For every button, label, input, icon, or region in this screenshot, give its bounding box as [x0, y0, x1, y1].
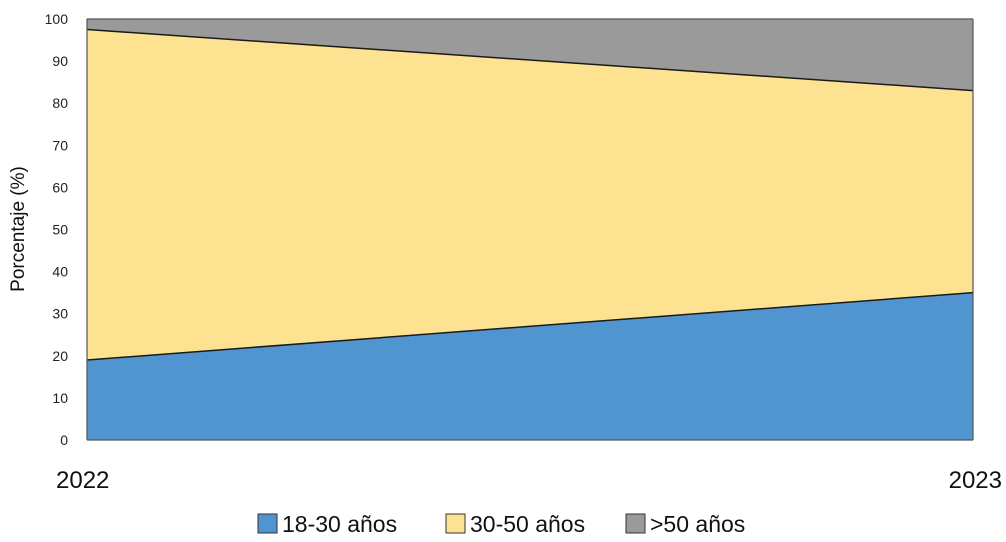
y-tick-label: 90 [52, 53, 68, 69]
area-series-50-a-os [87, 19, 973, 91]
y-axis-title: Porcentaje (%) [8, 166, 29, 292]
area-series-30-50-a-os [87, 29, 973, 361]
x-tick-label: 2023 [949, 467, 1002, 494]
legend-item: 30-50 años [445, 511, 585, 537]
legend-swatch [625, 513, 646, 534]
y-tick-label: 0 [60, 432, 68, 448]
x-tick-labels: 2022 2023 [56, 467, 1002, 494]
legend-swatch [257, 513, 278, 534]
legend-item: >50 años [625, 511, 745, 537]
y-tick-label: 50 [52, 222, 68, 238]
y-tick-label: 100 [45, 11, 69, 27]
legend-label: 18-30 años [282, 511, 397, 537]
area-layer [87, 19, 973, 440]
legend-label: 30-50 años [470, 511, 585, 537]
x-tick-label: 2022 [56, 467, 109, 494]
y-tick-label: 80 [52, 95, 68, 111]
y-tick-label: 70 [52, 137, 68, 153]
boundary-line-layer [86, 28, 974, 361]
y-tick-label: 20 [52, 348, 68, 364]
y-tick-label: 30 [52, 306, 68, 322]
legend-label: >50 años [650, 511, 745, 537]
y-tick-label: 40 [52, 264, 68, 280]
series-boundary-line [86, 291, 974, 361]
legend: 18-30 años 30-50 años >50 años [257, 511, 745, 537]
y-tick-labels: 0 10 20 30 40 50 60 70 80 90 100 [45, 11, 69, 448]
axes-layer [86, 18, 974, 441]
legend-swatch [445, 513, 466, 534]
legend-item: 18-30 años [257, 511, 397, 537]
area-series-18-30-a-os [87, 292, 973, 440]
y-tick-label: 60 [52, 179, 68, 195]
y-tick-label: 10 [52, 390, 68, 406]
series-boundary-line [86, 28, 974, 92]
